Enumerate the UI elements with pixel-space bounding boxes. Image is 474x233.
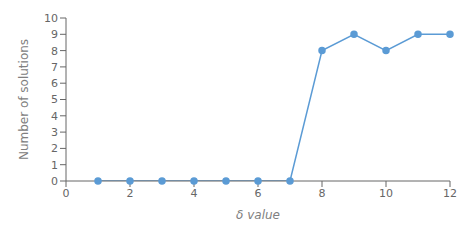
svg-text:0: 0 [63,187,70,200]
svg-text:12: 12 [443,187,457,200]
svg-text:0: 0 [51,175,58,188]
svg-text:6: 6 [255,187,262,200]
svg-text:δ value: δ value [236,208,280,222]
svg-text:6: 6 [51,77,58,90]
svg-text:7: 7 [51,61,58,74]
svg-text:8: 8 [319,187,326,200]
svg-text:9: 9 [51,28,58,41]
svg-text:1: 1 [51,159,58,172]
svg-text:3: 3 [51,126,58,139]
svg-text:2: 2 [127,187,134,200]
svg-text:10: 10 [44,12,58,25]
svg-text:8: 8 [51,45,58,58]
svg-text:4: 4 [191,187,198,200]
svg-text:5: 5 [51,93,58,106]
svg-text:4: 4 [51,110,58,123]
svg-text:2: 2 [51,142,58,155]
svg-text:10: 10 [379,187,393,200]
svg-text:Number of solutions: Number of solutions [17,39,31,160]
